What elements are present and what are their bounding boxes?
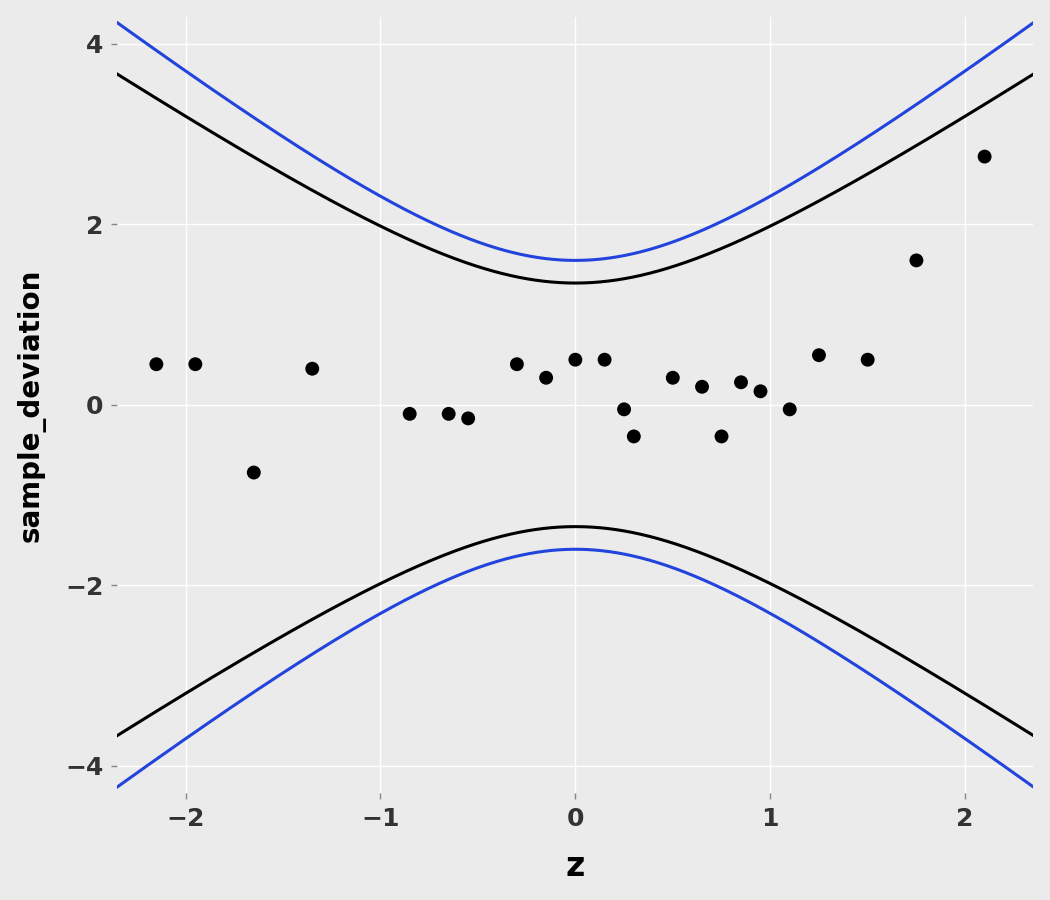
Point bbox=[752, 384, 769, 399]
Point bbox=[508, 357, 525, 372]
Point bbox=[460, 411, 477, 426]
Point bbox=[713, 429, 730, 444]
Point bbox=[733, 375, 750, 390]
Point bbox=[148, 357, 165, 372]
Point bbox=[626, 429, 643, 444]
Point bbox=[811, 348, 827, 363]
Point bbox=[596, 353, 613, 367]
Point bbox=[401, 407, 418, 421]
Point bbox=[976, 149, 993, 164]
Point bbox=[303, 362, 320, 376]
Point bbox=[859, 353, 876, 367]
Point bbox=[615, 402, 632, 417]
Point bbox=[665, 371, 681, 385]
Point bbox=[187, 357, 204, 372]
Point bbox=[694, 380, 711, 394]
X-axis label: z: z bbox=[566, 850, 585, 883]
Point bbox=[781, 402, 798, 417]
Point bbox=[538, 371, 554, 385]
Y-axis label: sample_deviation: sample_deviation bbox=[17, 268, 45, 542]
Point bbox=[567, 353, 584, 367]
Point bbox=[440, 407, 457, 421]
Point bbox=[246, 465, 262, 480]
Point bbox=[908, 253, 925, 267]
